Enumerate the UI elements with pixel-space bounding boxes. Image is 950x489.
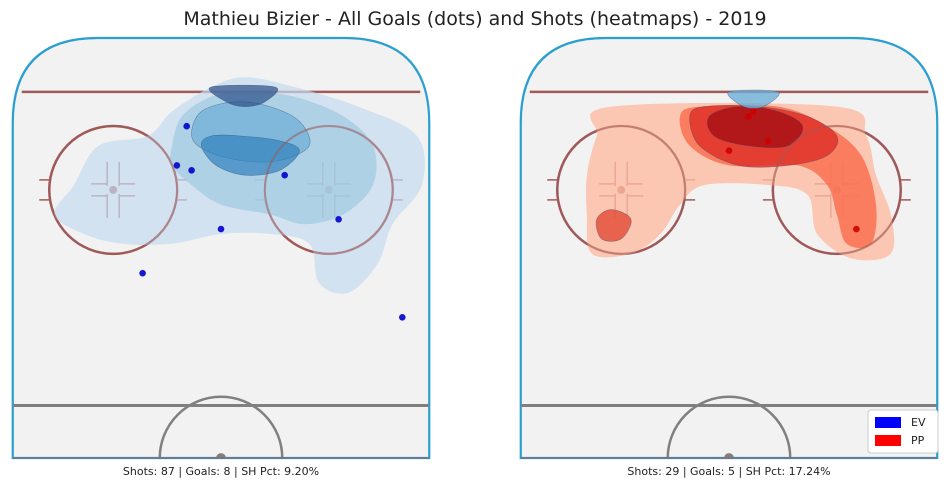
goal-dot [281, 171, 289, 179]
rink-overlay [556, 124, 902, 255]
goal-dot [183, 122, 190, 130]
goal-dot [399, 314, 406, 321]
heatmap-contour-level-5 [208, 84, 279, 107]
ev-goal-dots [139, 122, 406, 321]
goal-dot [335, 216, 342, 223]
pp-rink-panel [519, 36, 939, 460]
center-dot [216, 453, 226, 458]
legend-frame [867, 409, 939, 454]
legend-swatch-pp [875, 435, 901, 446]
center-circle [666, 395, 792, 459]
goal-dot [139, 269, 146, 277]
rink-overlay [48, 124, 394, 255]
legend-label-ev: EV [911, 416, 926, 429]
goal-dot [764, 137, 772, 145]
heatmap-contour-level-4 [707, 106, 804, 148]
center-circle [158, 395, 284, 459]
goal-dot [217, 225, 225, 233]
heatmap-contour-level-5 [727, 89, 780, 109]
goal-dot [188, 167, 195, 174]
ev-shot-heatmap [54, 77, 426, 294]
faceoff-circle-overlay [771, 124, 902, 255]
ev-rink-panel [11, 36, 431, 460]
ev-stats-caption: Shots: 87 | Goals: 8 | SH Pct: 9.20% [123, 465, 319, 478]
faceoff-circle-overlay [263, 124, 394, 255]
pp-stats-caption: Shots: 29 | Goals: 5 | SH Pct: 17.24% [627, 465, 830, 478]
goal-dot [725, 147, 733, 154]
legend-swatch-ev [875, 417, 901, 428]
legend: EV PP [867, 409, 939, 454]
heatmap-contour-level-4 [201, 134, 300, 176]
faceoff-circle-overlay [48, 124, 179, 255]
heatmap-contour-level-6 [595, 209, 632, 242]
goal-dot [173, 162, 181, 169]
center-dot [724, 453, 734, 458]
pp-goal-dots [725, 108, 860, 233]
legend-label-pp: PP [911, 434, 925, 447]
figure-title: Mathieu Bizier - All Goals (dots) and Sh… [183, 8, 766, 30]
goal-dot [853, 225, 860, 233]
faceoff-circle-overlay [556, 124, 687, 255]
goal-dot [745, 113, 752, 120]
goal-dot [750, 108, 757, 115]
